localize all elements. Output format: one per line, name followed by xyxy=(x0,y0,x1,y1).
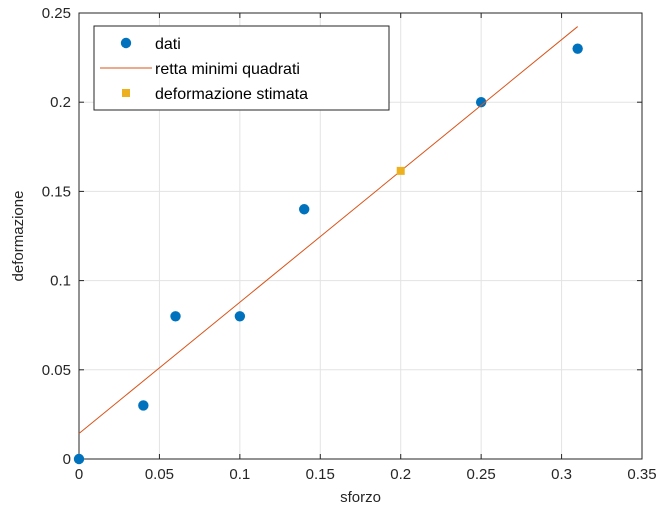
legend-swatch-square xyxy=(122,89,130,97)
x-tick-label: 0.25 xyxy=(467,466,496,483)
y-tick-label: 0.15 xyxy=(42,183,71,200)
series-layer xyxy=(73,26,583,465)
x-tick-label: 0.3 xyxy=(551,466,572,483)
y-tick-label: 0.25 xyxy=(42,5,71,22)
legend-swatch-circle xyxy=(120,37,132,49)
legend-label: dati xyxy=(155,36,181,53)
series-1 xyxy=(78,26,578,434)
y-tick-label: 0.05 xyxy=(42,362,71,379)
y-tick-label: 0.1 xyxy=(50,273,71,290)
x-tick-label: 0.05 xyxy=(145,466,174,483)
x-tick-label: 0 xyxy=(75,466,83,483)
x-axis-label: sforzo xyxy=(340,489,381,506)
fit-line xyxy=(78,26,578,434)
data-point xyxy=(475,97,487,108)
x-tick-label: 0.2 xyxy=(390,466,411,483)
series-2 xyxy=(396,166,405,175)
data-point xyxy=(299,204,310,215)
data-point xyxy=(138,400,149,411)
legend: dati retta minimi quadrati deformazione st… xyxy=(93,25,390,111)
data-point xyxy=(234,311,246,322)
y-axis-label: deformazione xyxy=(10,191,27,282)
plot-area xyxy=(78,12,643,460)
legend-label: deformazione stimata xyxy=(155,86,308,103)
y-tick-label: 0 xyxy=(63,451,71,468)
y-tick-label: 0.2 xyxy=(50,94,71,111)
x-tick-label: 0.1 xyxy=(229,466,250,483)
legend-label: retta minimi quadrati xyxy=(155,61,300,78)
data-point xyxy=(73,453,85,465)
data-point xyxy=(170,311,181,322)
x-tick-label: 0.15 xyxy=(306,466,335,483)
estimated-point xyxy=(396,166,405,175)
data-point xyxy=(572,43,583,54)
x-tick-label: 0.35 xyxy=(627,466,656,483)
y-axis: 0 0.05 0.1 0.15 0.2 0.25 xyxy=(42,5,642,468)
series-0 xyxy=(73,43,583,465)
x-axis: 0 0.05 0.1 0.15 0.2 0.25 0.3 0.35 xyxy=(75,13,657,483)
